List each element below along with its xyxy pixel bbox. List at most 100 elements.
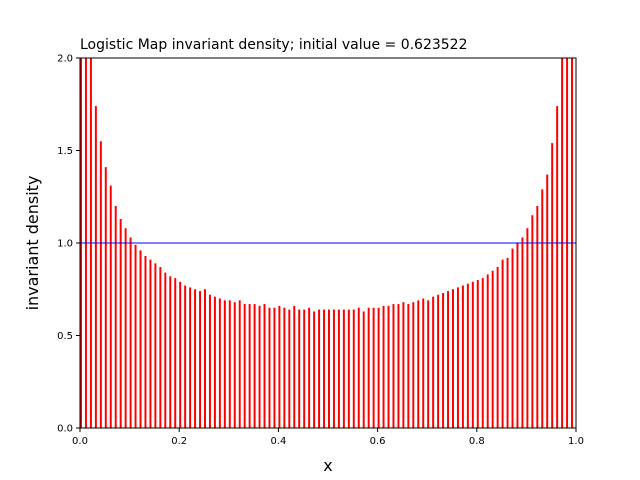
density-bar xyxy=(486,274,489,428)
density-bar xyxy=(372,307,375,428)
density-bar xyxy=(506,257,509,428)
density-bar xyxy=(332,309,335,428)
density-bar xyxy=(357,307,360,428)
density-bar xyxy=(233,302,236,428)
density-bar xyxy=(352,309,355,428)
density-bar xyxy=(228,300,231,428)
density-bar xyxy=(471,281,474,428)
density-bar xyxy=(238,300,241,428)
density-bar xyxy=(377,307,380,428)
density-bar xyxy=(456,287,459,428)
density-bar xyxy=(308,307,311,428)
density-bar xyxy=(407,304,410,428)
density-bar xyxy=(491,270,494,428)
density-bar xyxy=(164,272,167,428)
density-bar xyxy=(432,296,435,428)
x-tick-label: 0.0 xyxy=(72,436,88,447)
density-bar xyxy=(362,311,365,428)
density-bar xyxy=(268,307,271,428)
y-tick-label: 2.0 xyxy=(57,54,73,65)
density-bar xyxy=(283,307,286,428)
bars-group xyxy=(80,58,574,428)
density-bar xyxy=(273,307,276,428)
density-bar xyxy=(481,278,484,428)
x-tick-label: 1.0 xyxy=(568,436,584,447)
density-bar xyxy=(218,298,221,428)
density-bar xyxy=(144,255,147,428)
density-bar xyxy=(501,259,504,428)
density-bar xyxy=(129,237,132,428)
density-bar xyxy=(318,309,321,428)
density-bar xyxy=(347,309,350,428)
y-axis-label: invariant density xyxy=(23,176,42,311)
y-tick-label: 0.5 xyxy=(57,331,73,342)
y-tick-label: 1.0 xyxy=(57,239,73,250)
density-bar xyxy=(139,250,142,428)
density-bar xyxy=(243,304,246,428)
density-bar xyxy=(367,307,370,428)
density-bar xyxy=(258,305,261,428)
density-bar xyxy=(323,309,326,428)
density-bar xyxy=(328,309,330,428)
density-bar xyxy=(94,106,97,428)
density-bar xyxy=(104,167,107,428)
density-bar xyxy=(461,285,464,428)
density-bar xyxy=(278,305,281,428)
x-axis-ticks: 0.0 0.2 0.4 0.6 0.8 1.0 xyxy=(72,428,584,447)
density-bar xyxy=(119,218,122,428)
density-bar xyxy=(546,174,549,428)
x-tick-label: 0.6 xyxy=(370,436,386,447)
density-bar xyxy=(526,228,529,428)
density-bar xyxy=(412,302,415,428)
x-axis-label: x xyxy=(323,456,332,475)
density-bar xyxy=(452,289,454,428)
density-bar xyxy=(109,185,112,428)
density-bar xyxy=(288,309,291,428)
density-bar xyxy=(402,302,405,428)
density-bar xyxy=(541,189,544,428)
density-bar xyxy=(337,309,340,428)
density-bar xyxy=(179,281,182,428)
density-bar xyxy=(521,237,524,428)
density-bar xyxy=(392,304,395,428)
density-bar xyxy=(293,305,296,428)
density-bar xyxy=(213,296,216,428)
density-bar xyxy=(342,309,345,428)
density-bar xyxy=(208,294,211,428)
density-bar xyxy=(124,228,127,428)
density-bar xyxy=(194,289,197,428)
density-bar xyxy=(531,215,534,428)
density-bar xyxy=(253,304,256,428)
density-bar xyxy=(189,287,192,428)
density-bar xyxy=(387,305,390,428)
density-bar xyxy=(159,267,162,428)
density-bar xyxy=(149,259,152,428)
x-tick-label: 0.8 xyxy=(469,436,485,447)
density-bar xyxy=(417,300,420,428)
density-bar xyxy=(447,291,450,428)
density-bar xyxy=(99,141,102,428)
density-bar xyxy=(298,309,301,428)
density-bar xyxy=(427,300,430,428)
density-bar xyxy=(511,248,514,428)
density-bar xyxy=(199,291,202,428)
density-bar xyxy=(313,311,316,428)
density-bar xyxy=(174,278,177,428)
density-bar xyxy=(154,263,157,428)
density-bar xyxy=(551,143,554,428)
density-bar xyxy=(556,106,559,428)
y-tick-label: 0.0 xyxy=(57,424,73,435)
density-bar xyxy=(437,294,440,428)
density-bar xyxy=(442,292,445,428)
density-bar xyxy=(169,276,172,428)
density-bar xyxy=(397,304,400,428)
density-bar xyxy=(184,285,187,428)
x-tick-label: 0.4 xyxy=(270,436,286,447)
density-bar xyxy=(466,283,469,428)
density-bar xyxy=(422,298,425,428)
density-bar xyxy=(496,267,499,428)
density-bar xyxy=(223,300,226,428)
density-bar xyxy=(114,206,117,428)
density-bar xyxy=(134,244,137,428)
